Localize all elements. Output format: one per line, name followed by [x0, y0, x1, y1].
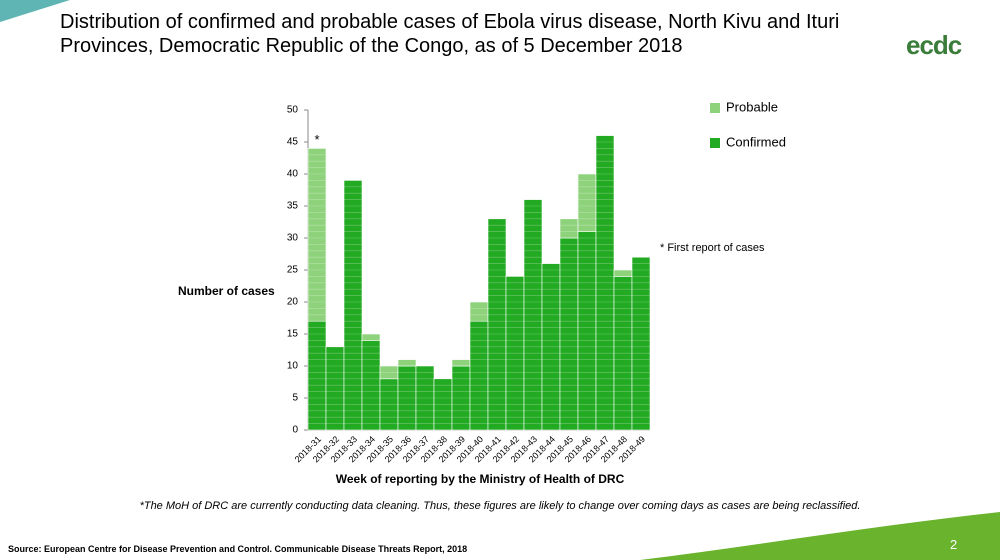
corner-decoration — [0, 0, 70, 22]
y-tick-label: 45 — [287, 137, 299, 148]
page-number: 2 — [950, 537, 958, 552]
y-tick-label: 15 — [287, 329, 299, 340]
bar-segment — [469, 320, 489, 431]
bar-segment — [577, 231, 597, 431]
bar-annotation: * — [314, 132, 319, 147]
y-tick-label: 35 — [287, 201, 299, 212]
logo: ecdc — [906, 30, 962, 60]
legend-label: Probable — [726, 99, 778, 114]
y-tick-label: 10 — [287, 361, 299, 372]
y-tick-label: 40 — [287, 169, 299, 180]
y-tick-label: 30 — [287, 233, 299, 244]
bar-segment — [307, 320, 327, 431]
title: Distribution of confirmed and probable c… — [60, 11, 840, 57]
legend-swatch — [710, 103, 720, 113]
source: Source: European Centre for Disease Prev… — [8, 544, 468, 554]
legend-label: Confirmed — [726, 134, 786, 149]
bar-segment — [577, 173, 597, 232]
bar-segment — [451, 359, 471, 367]
bar-segment — [631, 256, 651, 431]
bar-segment — [343, 180, 363, 431]
bottom-decoration — [640, 512, 1000, 560]
bar-segment — [613, 269, 633, 277]
bar-segment — [307, 148, 327, 322]
x-axis-label: Week of reporting by the Ministry of Hea… — [335, 472, 625, 486]
bar-segment — [325, 346, 345, 431]
bar-segment — [397, 359, 417, 367]
y-tick-label: 5 — [292, 393, 298, 404]
y-tick-label: 20 — [287, 297, 299, 308]
bar-segment — [559, 218, 579, 239]
note: * First report of cases — [660, 242, 765, 254]
y-axis-label: Number of cases — [178, 284, 275, 298]
bar-segment — [361, 333, 381, 341]
y-tick-label: 25 — [287, 265, 299, 276]
y-tick-label: 0 — [292, 425, 298, 436]
legend-swatch — [710, 138, 720, 148]
bar-segment — [487, 218, 507, 431]
footnote: *The MoH of DRC are currently conducting… — [139, 500, 861, 512]
bar-segment — [469, 301, 489, 322]
y-tick-label: 50 — [287, 105, 299, 116]
